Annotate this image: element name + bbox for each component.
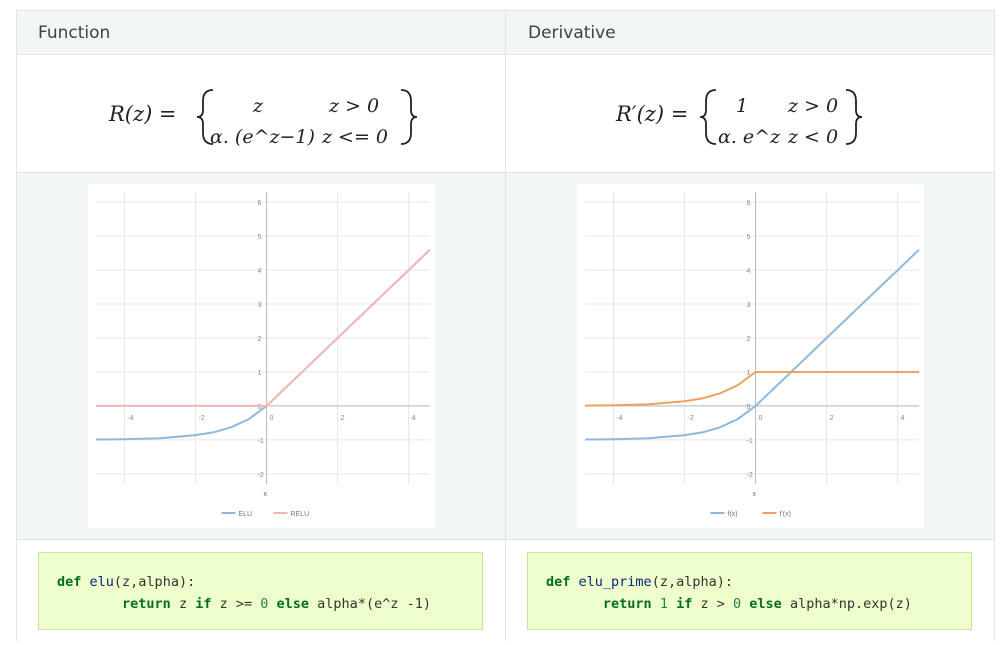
code-number: 0 <box>260 596 269 612</box>
y-tick-label: 0 <box>258 404 262 411</box>
right-brace <box>400 89 418 145</box>
derivative-chart: -4 -2 0 2 4 -2 -1 0 1 2 3 4 5 6 x f(x) f'(x) <box>577 184 924 528</box>
code-params: (z,alpha): <box>651 574 733 590</box>
elu-formula-lhs: R(z) = <box>108 102 177 126</box>
code-return-keyword: return <box>122 596 171 612</box>
elu-formula-cell: R(z) = z z > 0 α. (e^z−1) z <= 0 <box>17 55 506 172</box>
x-tick-label: 0 <box>270 415 274 422</box>
x-tick-label: 4 <box>901 415 905 422</box>
x-tick-label: -2 <box>687 415 693 422</box>
derivative-formula-lhs: R′(z) = <box>615 102 688 126</box>
legend: ELU RELU <box>221 511 310 518</box>
elu-case2-cond: z <= 0 <box>321 126 388 148</box>
y-tick-label: 5 <box>258 234 262 241</box>
table-header-row: Function Derivative <box>17 11 994 55</box>
code-row: def elu(z,alpha): return z if z >= 0 els… <box>17 540 994 641</box>
left-brace <box>196 89 214 145</box>
elu-case1-cond: z > 0 <box>328 95 379 117</box>
left-brace <box>699 89 717 145</box>
derivative-chart-svg: -4 -2 0 2 4 -2 -1 0 1 2 3 4 5 6 x f(x) f'(x) <box>584 192 920 518</box>
code-cond: z >= <box>211 596 261 612</box>
code-function-name: elu_prime <box>578 574 652 590</box>
series-line <box>95 248 431 441</box>
y-tick-label: 4 <box>747 268 751 275</box>
x-tick-label: -2 <box>198 415 204 422</box>
y-tick-label: 2 <box>747 336 751 343</box>
code-else-keyword: else <box>276 596 310 612</box>
elu-chart-svg: -4 -2 0 2 4 -2 -1 0 1 2 3 4 5 6 x ELU RELU <box>95 192 431 518</box>
series-line <box>584 371 919 407</box>
derivative-formula-cell: R′(z) = 1 z > 0 α. e^z z < 0 <box>506 55 994 172</box>
code-function-name: elu <box>89 574 114 590</box>
derivative-case1-expr: 1 <box>736 95 748 117</box>
y-tick-label: 2 <box>258 336 262 343</box>
code-params: (z,alpha): <box>113 574 196 590</box>
formula-row: R(z) = z z > 0 α. (e^z−1) z <= 0 R′(z) =… <box>17 55 994 173</box>
graph-row: -4 -2 0 2 4 -2 -1 0 1 2 3 4 5 6 x ELU RELU -4 -2 0 2 4 -2 -1 0 1… <box>17 173 994 540</box>
derivative-graph-cell: -4 -2 0 2 4 -2 -1 0 1 2 3 4 5 6 x f(x) f'(x) <box>506 173 994 539</box>
y-tick-label: 4 <box>258 268 262 275</box>
right-brace <box>845 89 863 145</box>
activation-table: Function Derivative R(z) = z z > 0 α. (e… <box>16 10 995 641</box>
code-number: 1 <box>659 596 668 612</box>
elu-case2-expr: α. (e^z−1) <box>210 126 315 148</box>
y-tick-label: 6 <box>747 200 751 207</box>
elu-chart: -4 -2 0 2 4 -2 -1 0 1 2 3 4 5 6 x ELU RELU <box>88 184 435 528</box>
y-tick-label: -1 <box>747 438 753 445</box>
elu-graph-cell: -4 -2 0 2 4 -2 -1 0 1 2 3 4 5 6 x ELU RELU <box>17 173 506 539</box>
y-tick-label: 5 <box>747 234 751 241</box>
legend-label: ELU <box>239 511 253 518</box>
y-tick-label: 1 <box>258 370 262 377</box>
y-tick-label: 3 <box>747 302 751 309</box>
elu-formula: R(z) = z z > 0 α. (e^z−1) z <= 0 <box>108 89 418 148</box>
derivative-case2-expr: α. e^z <box>718 126 781 148</box>
header-derivative: Derivative <box>528 23 616 43</box>
x-tick-label: 2 <box>341 415 345 422</box>
derivative-case1-cond: z > 0 <box>787 95 838 117</box>
y-tick-label: -2 <box>747 472 753 479</box>
code-cond: z > <box>692 596 734 612</box>
series-line <box>584 248 920 441</box>
y-tick-label: 1 <box>747 370 751 377</box>
code-return-keyword: return <box>602 596 652 612</box>
code-else-expr: alpha*np.exp(z) <box>781 596 912 612</box>
elu-code-block: def elu(z,alpha): return z if z >= 0 els… <box>38 552 483 630</box>
legend-label: f'(x) <box>780 511 791 518</box>
elu-case1-expr: z <box>252 95 264 117</box>
x-axis-label: x <box>264 491 268 498</box>
x-axis-label: x <box>753 491 757 498</box>
legend-label: f(x) <box>728 511 738 518</box>
x-tick-label: -4 <box>127 415 133 422</box>
code-def-keyword: def <box>57 574 82 590</box>
code-else-keyword: else <box>749 596 782 612</box>
series-line <box>96 248 431 407</box>
x-tick-label: 0 <box>759 415 763 422</box>
code-if-keyword: if <box>195 596 212 612</box>
y-tick-label: 3 <box>258 302 262 309</box>
code-number: 0 <box>733 596 742 612</box>
derivative-case2-cond: z < 0 <box>787 126 838 148</box>
derivative-formula: R′(z) = 1 z > 0 α. e^z z < 0 <box>615 89 863 148</box>
legend: f(x) f'(x) <box>710 511 791 518</box>
code-expr: z <box>170 596 196 612</box>
y-tick-label: 6 <box>258 200 262 207</box>
y-tick-label: 0 <box>747 404 751 411</box>
code-def-keyword: def <box>546 574 571 590</box>
x-tick-label: 2 <box>830 415 834 422</box>
y-tick-label: -2 <box>258 472 264 479</box>
code-if-keyword: if <box>676 596 693 612</box>
legend-label: RELU <box>291 511 310 518</box>
y-tick-label: -1 <box>258 438 264 445</box>
header-function: Function <box>17 11 506 54</box>
derivative-code-cell: def elu_prime(z,alpha): return 1 if z > … <box>506 540 994 641</box>
code-else-expr: alpha*(e^z -1) <box>309 596 431 612</box>
x-tick-label: 4 <box>412 415 416 422</box>
x-tick-label: -4 <box>616 415 622 422</box>
derivative-code-block: def elu_prime(z,alpha): return 1 if z > … <box>527 552 972 630</box>
elu-code-cell: def elu(z,alpha): return z if z >= 0 els… <box>17 540 506 641</box>
